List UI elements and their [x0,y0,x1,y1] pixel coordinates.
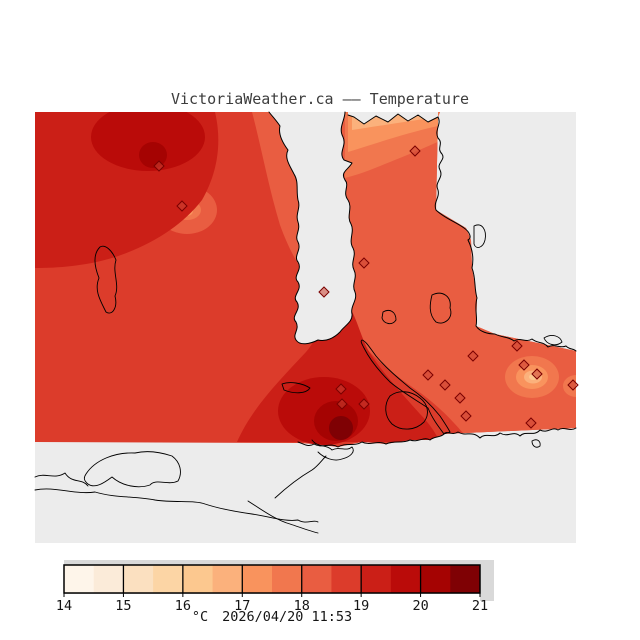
esquimalt-hook [311,439,354,461]
esquimalt-harbour-water [385,391,428,430]
colorbar-cell [331,565,362,593]
colorbar-cell [64,565,95,593]
colorbar-tick-label: 16 [175,598,191,614]
south-coast [297,427,577,448]
station-marker [531,368,543,380]
island-outline [531,439,541,448]
colorbar-border [63,564,481,594]
colorbar-tick-labels: 14 15 16 17 18 19 20 21 [56,593,488,614]
station-marker [318,286,330,298]
contour-spot-edge [563,375,576,397]
east-coast [434,116,577,352]
colorbar-cell [212,565,243,593]
colorbar-cell [450,565,481,593]
colorbar-caption: °C 2026/04/20 11:53 [192,609,352,625]
colorbar-label-strip [30,594,480,624]
station-marker [525,417,537,429]
station-marker [176,200,188,212]
colorbar-cell [153,565,184,593]
station-marker [335,383,347,395]
colorbar-tick-label: 21 [472,598,488,614]
unit-label: °C [192,609,208,625]
colorbar-tick-label: 15 [115,598,131,614]
colorbar-cell [182,565,214,593]
colorbar-tick-label: 18 [294,598,310,614]
colorbar-cell [390,565,422,593]
esquimalt-lagoon-shore [274,455,327,499]
colorbar-cell [123,565,154,593]
station-marker [409,145,421,157]
colorbar-tick-label: 20 [412,598,428,614]
contour-hot-nw-inner [91,112,205,171]
station-marker [511,340,523,352]
sooke-basin-outline [83,451,181,488]
station-marker [518,359,530,371]
lake-outline [94,245,118,314]
gorge-inlet-water [360,339,451,435]
coastlines [268,111,577,448]
sw-shore [34,472,89,487]
island-outline [543,335,563,346]
peninsula-tip-coast [347,113,439,125]
colorbar-cell [301,565,332,593]
station-marker [153,160,165,172]
outline-features [34,224,563,534]
station-marker [460,410,472,422]
map-title: VictoriaWeather.ca —— Temperature [171,90,469,108]
station-marker [467,350,479,362]
juan-de-fuca-shore [34,488,319,523]
island-outline [473,224,486,248]
colorbar-cell [361,565,392,593]
colorbar [63,564,481,594]
colorbar-tick-label: 17 [234,598,250,614]
station-markers [153,145,579,429]
saanich-inlet-water [269,112,356,344]
colorbar-tick-label: 19 [353,598,369,614]
station-marker [422,369,434,381]
station-marker [454,392,466,404]
colorbar-cell [272,565,303,593]
colorbar-cell [242,565,273,593]
lake-outline [381,309,397,325]
lake-outline [281,382,311,394]
station-marker [439,379,451,391]
albert-head-shore [247,500,319,534]
colorbar-cell [420,565,451,593]
saanich-inlet-coast [268,111,357,345]
station-marker [336,398,348,410]
station-marker [567,379,579,391]
datetime-label: 2026/04/20 11:53 [222,609,352,625]
contour-hot-south-max [329,416,353,440]
colorbar-cell [93,565,124,593]
colorbar-tick-label: 14 [56,598,72,614]
lake-outline [429,292,452,324]
station-marker [358,398,370,410]
station-marker [358,257,370,269]
